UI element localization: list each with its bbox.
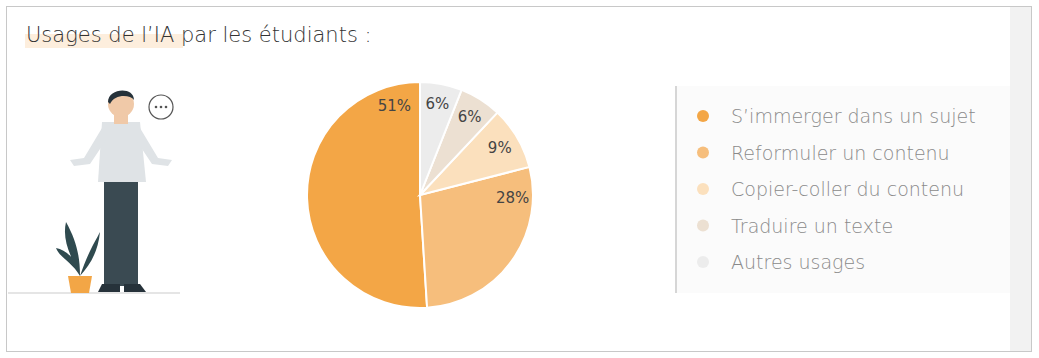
plant-pot <box>68 276 92 293</box>
title: Usages de l’IA par les étudiants : <box>26 23 372 47</box>
legend-label: Traduire un texte <box>731 215 893 237</box>
legend-label: Autres usages <box>731 251 865 273</box>
chart: Usages de l’IA par les étudiants : 51% 28%… <box>0 0 1039 358</box>
data-labels: 51% 28% 9% 6% 6% <box>378 95 530 207</box>
illustration <box>8 90 180 293</box>
data-label: 6% <box>458 108 482 126</box>
legend-marker <box>697 220 709 232</box>
pie-slice <box>307 82 427 308</box>
legend-marker <box>697 110 709 122</box>
legend-marker <box>697 183 709 195</box>
person-arms <box>70 128 172 166</box>
legend: S’immerger dans un sujet Reformuler un co… <box>676 86 1010 293</box>
person-hair <box>108 90 134 104</box>
legend-background <box>676 86 1010 293</box>
legend-marker <box>697 256 709 268</box>
legend-label: Reformuler un contenu <box>731 142 950 164</box>
pie-slice <box>420 82 462 195</box>
speech-dot <box>155 106 158 109</box>
data-label: 6% <box>425 95 449 113</box>
plant-leaves <box>56 222 100 276</box>
speech-bubble <box>149 95 173 119</box>
frame <box>7 7 1032 352</box>
person-head <box>108 91 134 117</box>
legend-border <box>675 86 677 293</box>
data-label: 9% <box>488 139 512 157</box>
person-shirt <box>98 122 146 182</box>
legend-label: Copier-coller du contenu <box>731 178 964 200</box>
person-legs <box>104 178 138 286</box>
page-background <box>0 0 1039 358</box>
person-shoes <box>98 284 146 292</box>
side-strip <box>1010 6 1032 352</box>
speech-dot <box>165 106 168 109</box>
floor-line <box>8 292 180 294</box>
data-label: 51% <box>378 97 411 115</box>
legend-marker <box>697 147 709 159</box>
legend-label: S’immerger dans un sujet <box>731 105 976 127</box>
data-label: 28% <box>496 189 529 207</box>
speech-dot <box>160 106 163 109</box>
pie <box>307 82 533 308</box>
